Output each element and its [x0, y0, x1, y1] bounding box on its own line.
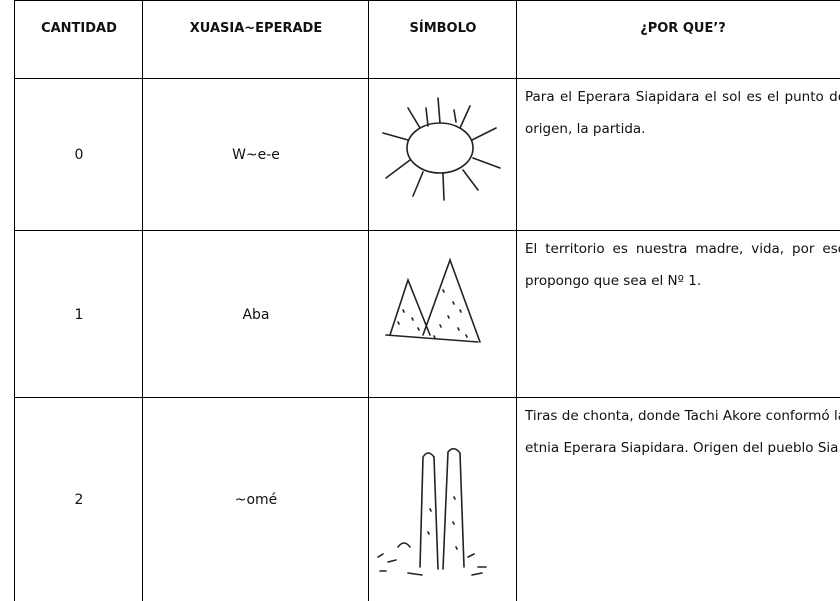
symbol-cell — [368, 230, 517, 398]
reason-cell: El territorio es nuestra madre, vida, po… — [516, 230, 840, 398]
cantidad-cell: 0 — [14, 78, 143, 231]
cantidad-cell: 1 — [14, 230, 143, 398]
reason-cell: Para el Eperara Siapidara el sol es el p… — [516, 78, 840, 231]
mountain-symbol — [385, 257, 481, 343]
header-cell: CANTIDAD — [14, 0, 143, 79]
nombre-cell: Aba — [142, 230, 369, 398]
header-cell: XUASIA~EPERADE — [142, 0, 369, 79]
reason-cell: Tiras de chonta, donde Tachi Akore confo… — [516, 397, 840, 601]
page: CANTIDAD XUASIA~EPERADE SÍMBOLO ¿POR QUE’? 0… — [14, 0, 840, 601]
symbol-cell — [368, 397, 517, 601]
cantidad-cell: 2 — [14, 397, 143, 601]
header-cell: SÍMBOLO — [368, 0, 517, 79]
table-border — [14, 0, 840, 1]
nombre-cell: ~omé — [142, 397, 369, 601]
nombre-cell: W~e-e — [142, 78, 369, 231]
symbol-cell — [368, 78, 517, 231]
chonta-symbol — [377, 447, 487, 576]
sun-symbol — [382, 97, 501, 201]
header-cell: ¿POR QUE’? — [516, 0, 840, 79]
